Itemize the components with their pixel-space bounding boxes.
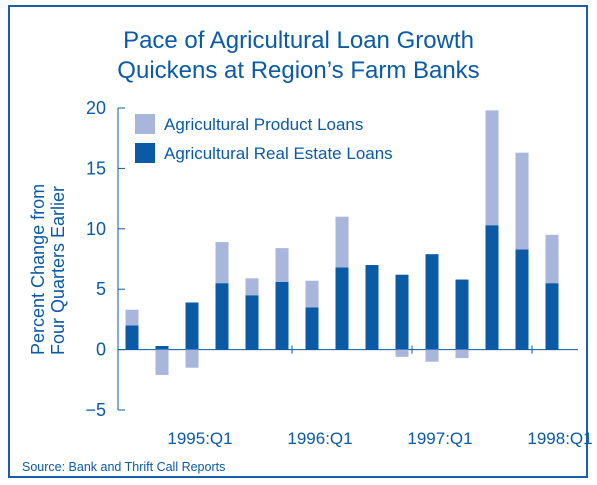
bar-product	[185, 349, 199, 368]
y-tick-label: −5	[85, 400, 106, 420]
y-tick-label: 0	[96, 340, 106, 360]
y-tick-label: 15	[86, 158, 106, 178]
bar-product	[545, 234, 559, 284]
bar-real-estate	[155, 345, 169, 350]
bar-real-estate	[365, 265, 379, 350]
x-tick-label: 1995:Q1	[167, 429, 232, 448]
bar-product	[515, 152, 529, 250]
bar-product	[455, 349, 469, 359]
bar-product	[335, 216, 349, 268]
y-tick-label: 10	[86, 219, 106, 239]
bar-product	[425, 349, 439, 362]
bar-product	[305, 280, 319, 308]
y-tick-label: 20	[86, 98, 106, 118]
x-tick-label: 1996:Q1	[287, 429, 352, 448]
bar-product	[125, 309, 139, 326]
x-tick-label: 1997:Q1	[407, 429, 472, 448]
bar-real-estate	[305, 307, 319, 350]
bar-real-estate	[395, 274, 409, 350]
bar-product	[155, 349, 169, 375]
bar-real-estate	[335, 267, 349, 350]
bar-product	[395, 349, 409, 357]
bar-real-estate	[455, 279, 469, 350]
bar-product	[275, 248, 289, 282]
bar-real-estate	[425, 254, 439, 350]
bar-real-estate	[485, 225, 499, 350]
x-tick-label: 1998:Q1	[527, 429, 592, 448]
chart-title-line-1: Pace of Agricultural Loan Growth	[123, 27, 474, 54]
chart-title-line-2: Quickens at Region’s Farm Banks	[117, 57, 480, 84]
source-note: Source: Bank and Thrift Call Reports	[22, 460, 226, 474]
legend-swatch	[135, 143, 155, 163]
y-tick-label: 5	[96, 279, 106, 299]
bar-real-estate	[185, 302, 199, 350]
legend-label: Agricultural Product Loans	[164, 115, 363, 134]
bar-real-estate	[275, 281, 289, 350]
bar-product	[485, 110, 499, 226]
legend-swatch	[135, 114, 155, 134]
bar-real-estate	[125, 325, 139, 350]
bar-real-estate	[515, 249, 529, 350]
bar-real-estate	[245, 295, 259, 350]
bar-product	[245, 278, 259, 296]
bar-real-estate	[545, 283, 559, 350]
bar-real-estate	[215, 283, 229, 350]
legend-label: Agricultural Real Estate Loans	[164, 144, 393, 163]
bar-product	[215, 242, 229, 284]
